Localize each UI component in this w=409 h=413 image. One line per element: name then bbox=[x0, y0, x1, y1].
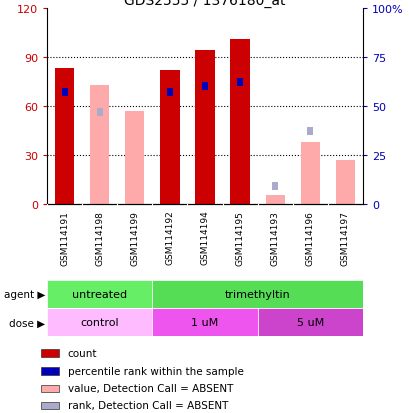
Bar bbox=[166, 89, 173, 97]
Bar bbox=[195, 51, 214, 204]
Text: trimethyltin: trimethyltin bbox=[224, 290, 290, 299]
Text: percentile rank within the sample: percentile rank within the sample bbox=[67, 366, 243, 376]
Title: GDS2555 / 1376180_at: GDS2555 / 1376180_at bbox=[124, 0, 285, 8]
Text: rank, Detection Call = ABSENT: rank, Detection Call = ABSENT bbox=[67, 400, 227, 411]
Text: GSM114197: GSM114197 bbox=[340, 210, 349, 265]
Bar bbox=[41, 367, 59, 375]
Bar bbox=[300, 142, 319, 204]
Bar bbox=[47, 280, 152, 309]
Bar bbox=[41, 401, 59, 409]
Text: count: count bbox=[67, 349, 97, 358]
Text: GSM114195: GSM114195 bbox=[235, 210, 244, 265]
Bar bbox=[271, 183, 278, 190]
Text: GSM114196: GSM114196 bbox=[305, 210, 314, 265]
Bar bbox=[160, 71, 179, 204]
Text: value, Detection Call = ABSENT: value, Detection Call = ABSENT bbox=[67, 384, 232, 394]
Bar bbox=[125, 112, 144, 204]
Text: GSM114194: GSM114194 bbox=[200, 210, 209, 265]
Bar bbox=[41, 349, 59, 357]
Text: 1 uM: 1 uM bbox=[191, 318, 218, 328]
Bar bbox=[55, 69, 74, 204]
Bar bbox=[41, 385, 59, 392]
Text: 5 uM: 5 uM bbox=[296, 318, 323, 328]
Bar bbox=[265, 196, 284, 204]
Bar bbox=[257, 309, 362, 337]
Text: GSM114192: GSM114192 bbox=[165, 210, 174, 265]
Text: control: control bbox=[80, 318, 119, 328]
Text: GSM114199: GSM114199 bbox=[130, 210, 139, 265]
Text: GSM114191: GSM114191 bbox=[60, 210, 69, 265]
Bar bbox=[201, 83, 208, 91]
Bar bbox=[47, 309, 152, 337]
Text: agent ▶: agent ▶ bbox=[4, 290, 45, 299]
Text: dose ▶: dose ▶ bbox=[9, 318, 45, 328]
Bar bbox=[97, 108, 103, 116]
Bar bbox=[306, 128, 312, 136]
Bar bbox=[90, 85, 109, 204]
Bar bbox=[152, 309, 257, 337]
Text: GSM114198: GSM114198 bbox=[95, 210, 104, 265]
Bar bbox=[236, 79, 243, 87]
Text: GSM114193: GSM114193 bbox=[270, 210, 279, 265]
Bar bbox=[230, 40, 249, 204]
Bar bbox=[335, 160, 354, 204]
Text: untreated: untreated bbox=[72, 290, 127, 299]
Bar bbox=[61, 89, 67, 97]
Bar bbox=[152, 280, 362, 309]
